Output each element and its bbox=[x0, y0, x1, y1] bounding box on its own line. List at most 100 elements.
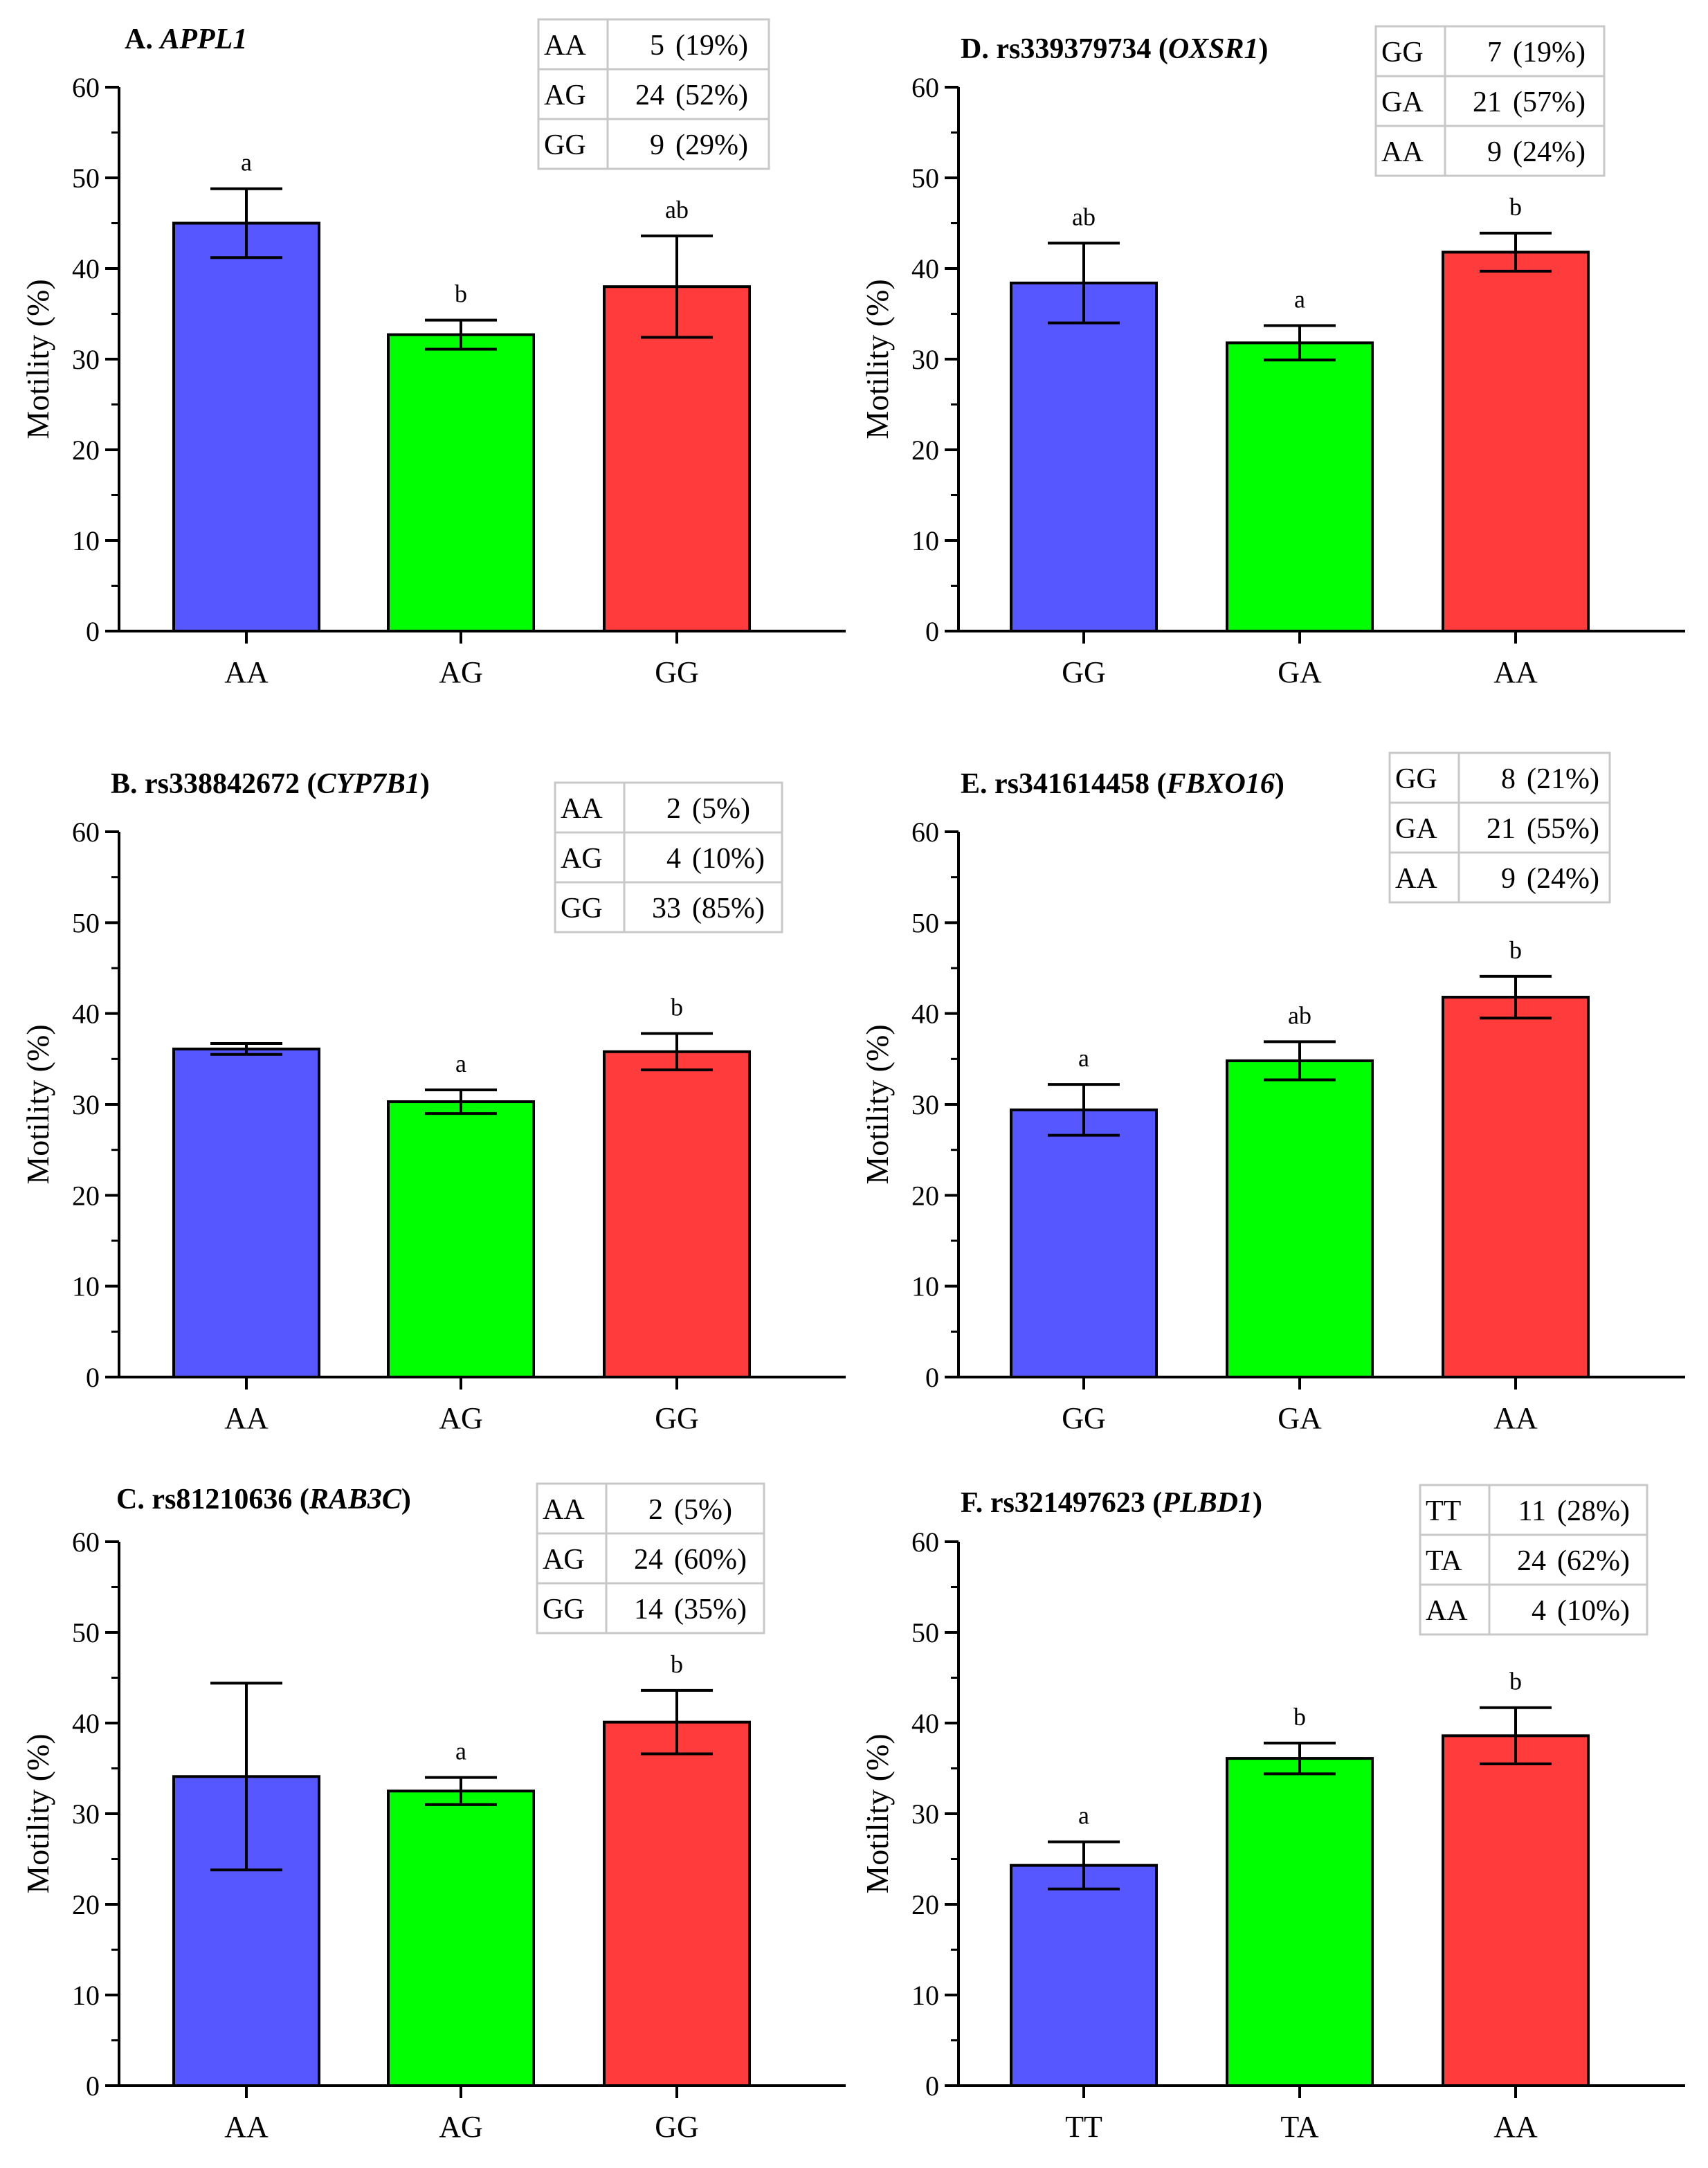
table-count: 7 bbox=[1487, 37, 1502, 69]
panel-title-close: ) bbox=[1253, 1487, 1262, 1519]
significance-letter: a bbox=[1078, 1802, 1089, 1830]
significance-letter: b bbox=[455, 280, 467, 308]
x-tick-label: GG bbox=[655, 2110, 699, 2144]
table-count: 2 bbox=[666, 793, 681, 825]
table-percent: (55%) bbox=[1527, 813, 1599, 845]
x-tick-label: AA bbox=[224, 2110, 269, 2144]
table-count: 9 bbox=[1501, 863, 1516, 895]
panel-title-gene: OXSR1 bbox=[1168, 33, 1259, 65]
table-count: 5 bbox=[650, 30, 664, 62]
x-tick-label: AA bbox=[1493, 2110, 1538, 2144]
significance-letter: b bbox=[1509, 1668, 1522, 1695]
table-percent: (5%) bbox=[674, 1494, 732, 1526]
y-tick-label: 40 bbox=[911, 1708, 939, 1739]
table-percent: (21%) bbox=[1527, 763, 1599, 795]
bar-gg bbox=[603, 1050, 751, 1378]
table-genotype: GA bbox=[1381, 86, 1424, 118]
x-tick-label: AA bbox=[1493, 655, 1538, 689]
table-count: 8 bbox=[1501, 763, 1516, 795]
significance-letter: a bbox=[455, 1738, 466, 1765]
significance-letter: a bbox=[1078, 1044, 1089, 1072]
significance-letter: a bbox=[241, 149, 252, 176]
table-percent: (28%) bbox=[1557, 1495, 1630, 1527]
significance-letter: ab bbox=[665, 196, 689, 224]
panel-title-4: E. rs341614458 (FBXO16) bbox=[961, 768, 1284, 800]
x-tick-label: GG bbox=[655, 1401, 699, 1435]
y-tick-label: 0 bbox=[86, 1362, 100, 1393]
table-count: 21 bbox=[1473, 86, 1502, 118]
panel-title-gene: APPL1 bbox=[158, 24, 247, 55]
significance-letter: ab bbox=[1072, 203, 1096, 230]
significance-letter: b bbox=[671, 994, 683, 1021]
genotype-table bbox=[536, 1482, 765, 1634]
bar-aa bbox=[1442, 250, 1590, 633]
table-genotype: GG bbox=[1395, 763, 1437, 795]
significance-letter: a bbox=[1294, 286, 1305, 313]
x-tick-label: AA bbox=[1493, 1401, 1538, 1435]
panel-title-close: ) bbox=[401, 1484, 411, 1515]
x-tick-label: GG bbox=[1062, 1401, 1106, 1435]
table-percent: (52%) bbox=[675, 80, 748, 111]
y-tick-label: 40 bbox=[72, 999, 100, 1030]
table-percent: (62%) bbox=[1557, 1545, 1630, 1577]
genotype-table bbox=[1374, 25, 1606, 177]
table-count: 2 bbox=[648, 1494, 663, 1526]
bar-ta bbox=[1226, 1757, 1374, 2088]
bar-aa bbox=[1442, 1734, 1590, 2088]
y-axis-label: Motility (%) bbox=[20, 279, 55, 439]
y-tick-label: 0 bbox=[925, 1362, 939, 1393]
table-genotype: AG bbox=[544, 80, 586, 111]
y-tick-label: 60 bbox=[911, 72, 939, 103]
table-percent: (35%) bbox=[674, 1594, 747, 1625]
table-genotype: GG bbox=[1381, 37, 1424, 69]
y-tick-label: 20 bbox=[911, 1180, 939, 1211]
y-tick-label: 30 bbox=[72, 344, 100, 375]
genotype-table bbox=[554, 781, 783, 933]
panel-title-snp: rs321497623 ( bbox=[990, 1487, 1162, 1519]
y-tick-label: 20 bbox=[72, 1889, 100, 1920]
panel-title-3: D. rs339379734 (OXSR1) bbox=[961, 33, 1269, 65]
panel-title-gene: CYP7B1 bbox=[317, 768, 420, 800]
panel-title-5: F. rs321497623 (PLBD1) bbox=[961, 1487, 1262, 1519]
table-percent: (5%) bbox=[692, 793, 750, 825]
y-tick-label: 10 bbox=[72, 1980, 100, 2011]
x-tick-label: AA bbox=[224, 655, 269, 689]
panel-letter: E. bbox=[961, 768, 994, 800]
table-count: 11 bbox=[1518, 1495, 1546, 1527]
x-tick-label: AG bbox=[439, 2110, 483, 2144]
y-tick-label: 60 bbox=[72, 817, 100, 848]
y-axis-label: Motility (%) bbox=[860, 1733, 895, 1893]
table-count: 21 bbox=[1487, 813, 1516, 845]
panel-title-close: ) bbox=[1259, 33, 1269, 65]
table-genotype: GA bbox=[1395, 813, 1437, 845]
y-tick-label: 40 bbox=[911, 253, 939, 284]
panel-title-gene: PLBD1 bbox=[1161, 1487, 1253, 1519]
panel-title-1: B. rs338842672 (CYP7B1) bbox=[111, 768, 430, 800]
x-tick-label: TA bbox=[1280, 2110, 1318, 2144]
panel-letter: A. bbox=[125, 24, 160, 55]
y-tick-label: 50 bbox=[72, 1617, 100, 1648]
y-tick-label: 20 bbox=[911, 435, 939, 466]
table-genotype: AA bbox=[1395, 863, 1437, 895]
y-tick-label: 10 bbox=[911, 525, 939, 556]
panel-title-close: ) bbox=[1275, 768, 1284, 800]
panel-title-2: C. rs81210636 (RAB3C) bbox=[116, 1484, 411, 1515]
y-axis-label: Motility (%) bbox=[20, 1024, 55, 1184]
table-count: 33 bbox=[652, 893, 681, 924]
table-percent: (24%) bbox=[1527, 863, 1599, 895]
table-count: 24 bbox=[1517, 1545, 1546, 1577]
table-percent: (19%) bbox=[675, 30, 748, 62]
genotype-table bbox=[537, 18, 770, 170]
y-tick-label: 0 bbox=[86, 616, 100, 647]
panel-title-snp: rs338842672 ( bbox=[145, 768, 316, 800]
table-percent: (24%) bbox=[1513, 136, 1586, 168]
significance-letter: b bbox=[671, 1650, 683, 1678]
y-tick-label: 50 bbox=[911, 1617, 939, 1648]
table-genotype: AG bbox=[561, 843, 603, 875]
y-tick-label: 50 bbox=[72, 907, 100, 938]
significance-letter: ab bbox=[1288, 1001, 1311, 1029]
bar-gg bbox=[603, 1720, 751, 2087]
table-genotype: TT bbox=[1426, 1495, 1461, 1527]
y-tick-label: 10 bbox=[911, 1271, 939, 1302]
